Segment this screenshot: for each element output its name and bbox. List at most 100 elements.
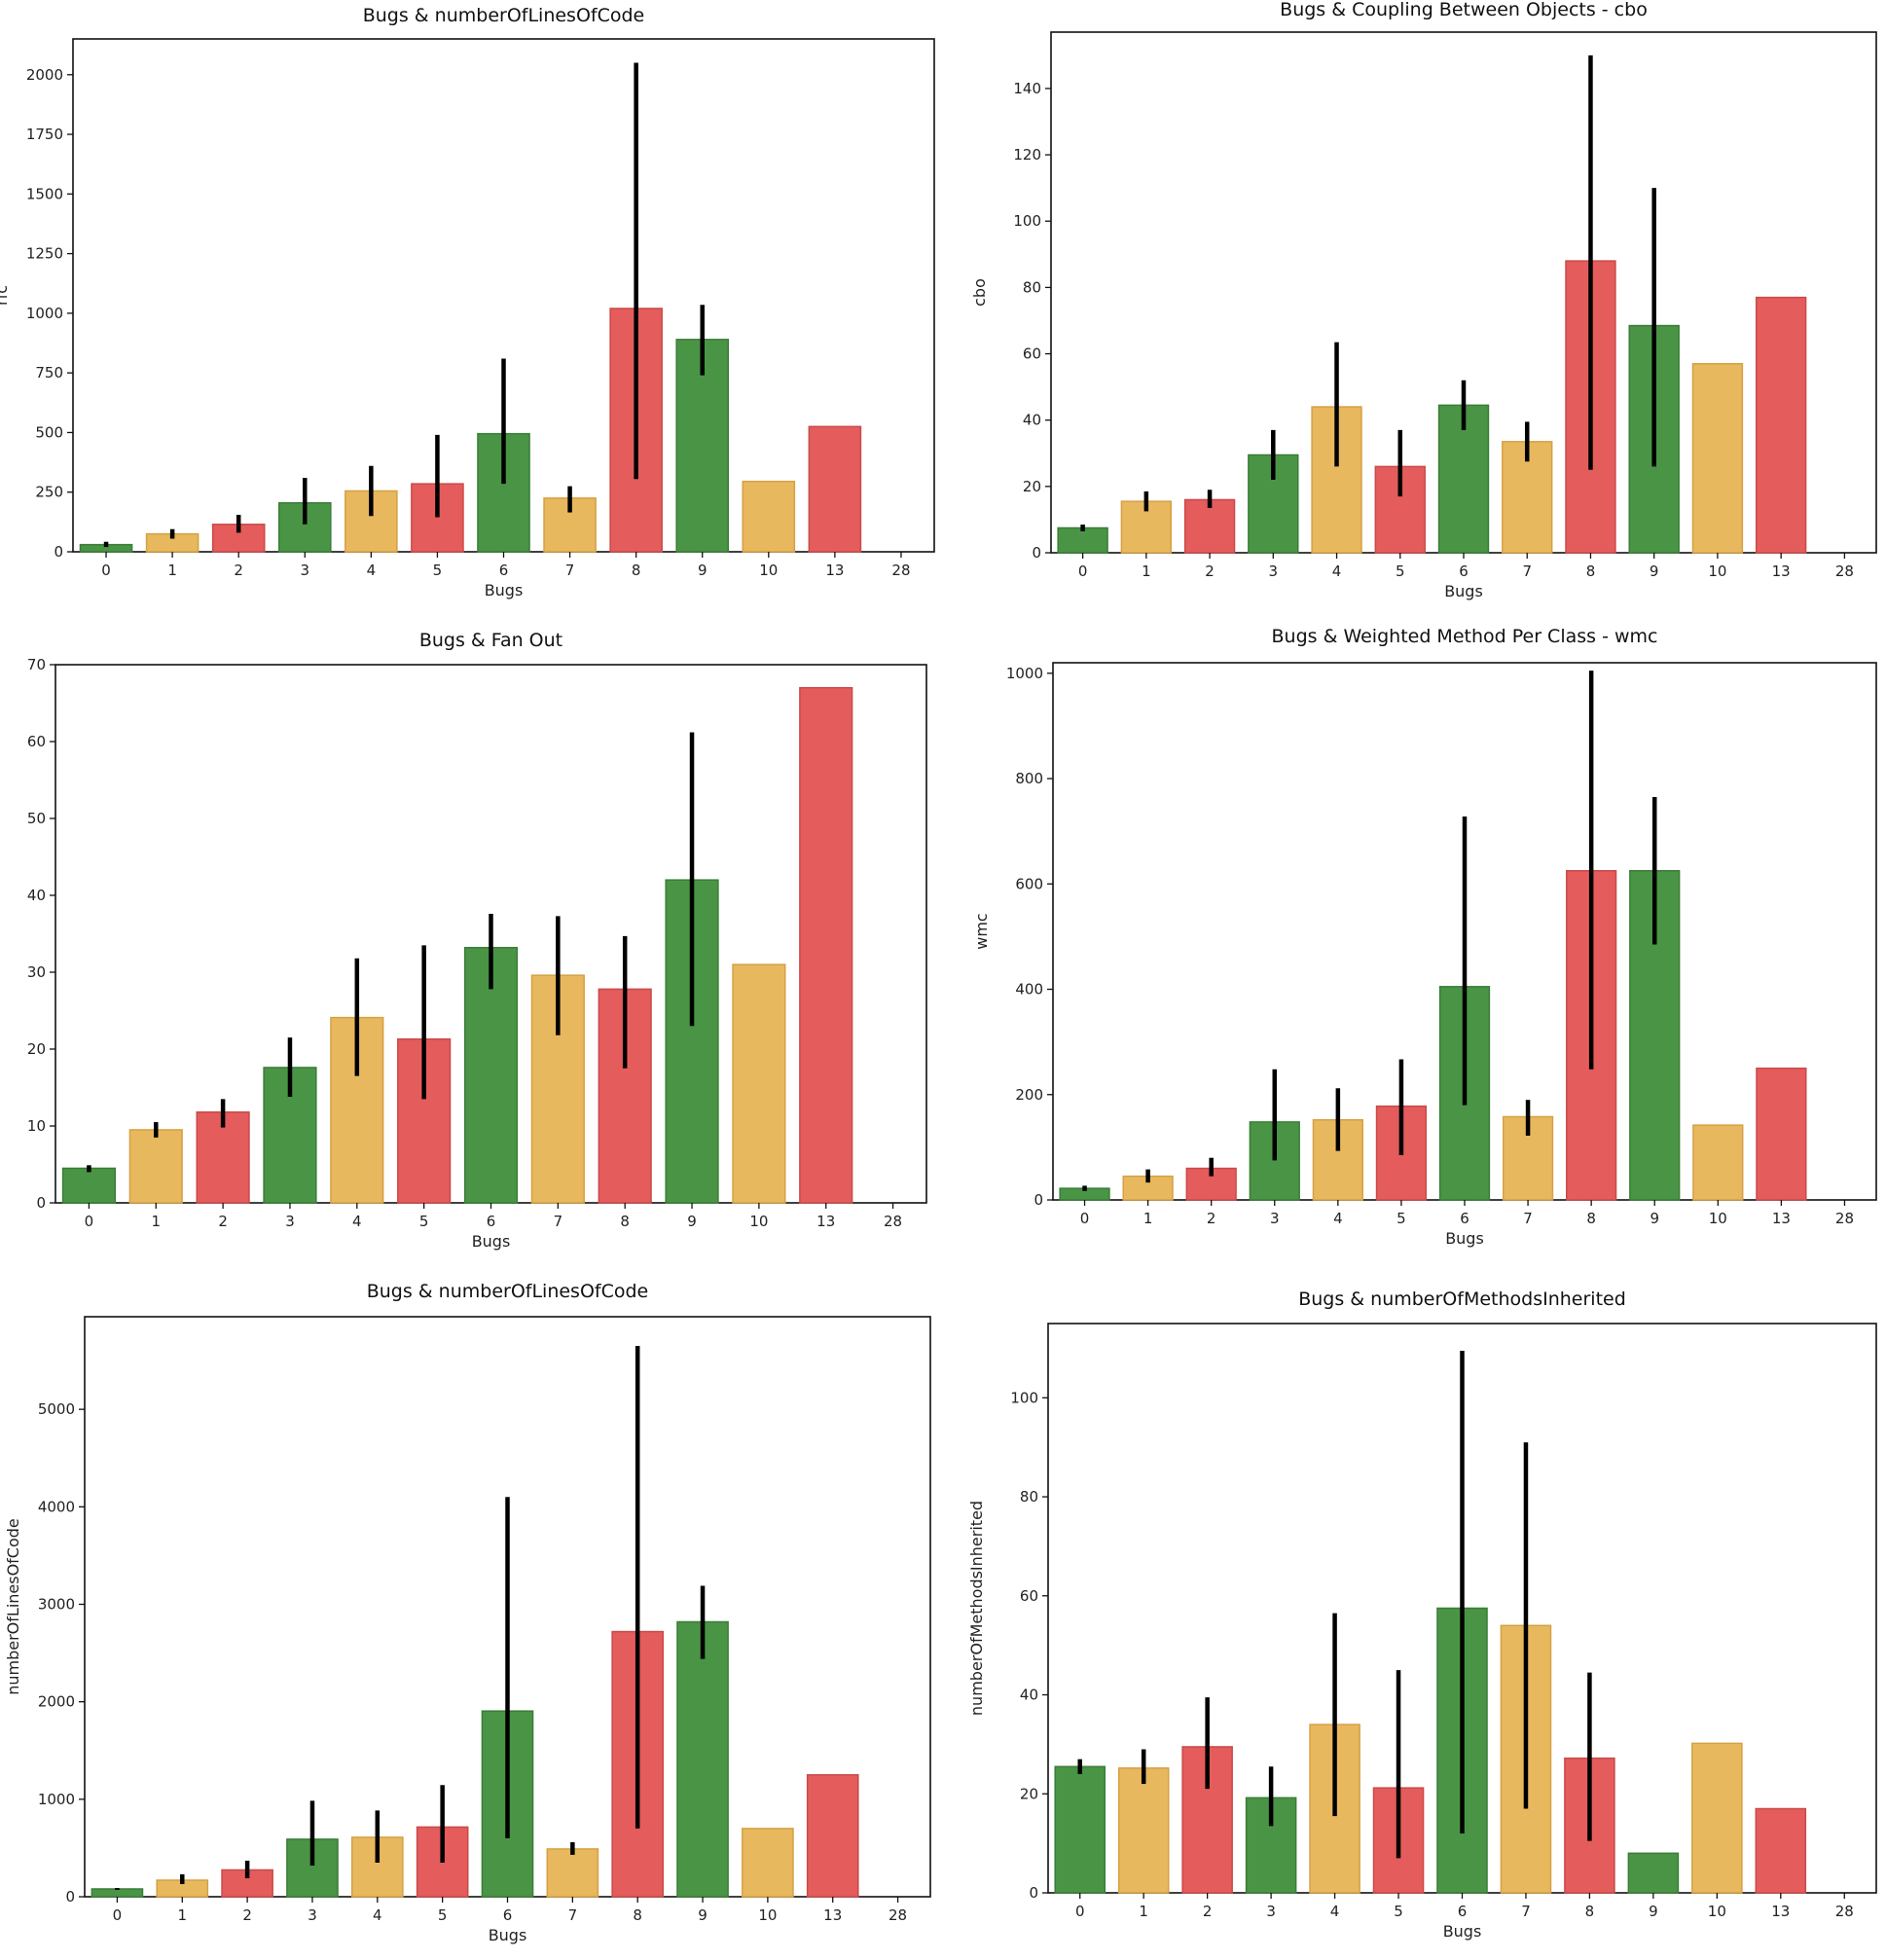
x-tick-label: 2: [234, 562, 243, 579]
x-tick-label: 1: [167, 562, 177, 579]
x-tick-label: 9: [1649, 1903, 1658, 1920]
x-tick-label: 1: [151, 1213, 161, 1230]
bar-0: [1054, 1765, 1106, 1894]
x-tick-label: 7: [565, 562, 575, 579]
bar-2: [1183, 498, 1236, 554]
bar-1: [1117, 1767, 1170, 1894]
x-tick-label: 7: [1522, 563, 1532, 580]
x-tick-label: 6: [487, 1213, 496, 1230]
bar-13: [1755, 296, 1807, 554]
x-tick-label: 0: [85, 1213, 94, 1230]
bar-10: [1692, 1124, 1744, 1201]
y-tick-label: 250: [35, 484, 63, 501]
bar-10: [1691, 363, 1744, 554]
chart-title: Bugs & Fan Out: [419, 630, 562, 651]
y-tick-label: 0: [54, 543, 63, 561]
x-tick-label: 28: [1835, 1210, 1854, 1227]
x-tick-label: 10: [1708, 1903, 1726, 1920]
bar-0: [91, 1888, 144, 1898]
x-tick-label: 7: [1523, 1210, 1533, 1227]
y-tick-label: 1000: [26, 305, 63, 322]
x-tick-label: 4: [1332, 563, 1342, 580]
x-tick-label: 0: [113, 1906, 123, 1924]
y-tick-label: 0: [1034, 1191, 1043, 1209]
bar-10: [742, 480, 796, 553]
y-axis-label: wmc: [972, 913, 991, 949]
x-tick-label: 13: [823, 1906, 842, 1924]
x-tick-label: 5: [1396, 1210, 1406, 1227]
x-tick-label: 3: [1270, 1210, 1280, 1227]
x-tick-label: 9: [698, 562, 707, 579]
chart-title: Bugs & Weighted Method Per Class - wmc: [1272, 626, 1658, 647]
y-tick-label: 100: [1013, 212, 1041, 230]
x-tick-label: 3: [285, 1213, 295, 1230]
x-tick-label: 7: [1521, 1903, 1531, 1920]
y-tick-label: 40: [1020, 1687, 1038, 1704]
y-tick-label: 0: [1032, 544, 1041, 562]
bar-9: [1627, 1852, 1680, 1894]
x-axis-label: Bugs: [1443, 1922, 1482, 1941]
x-tick-label: 7: [554, 1213, 563, 1230]
bar-13: [808, 425, 862, 553]
x-tick-label: 8: [620, 1213, 630, 1230]
x-tick-label: 8: [632, 562, 641, 579]
x-tick-label: 9: [687, 1213, 697, 1230]
x-tick-label: 6: [499, 562, 509, 579]
chart-title: Bugs & numberOfMethodsInherited: [1298, 1289, 1626, 1310]
x-tick-label: 1: [1143, 1210, 1153, 1227]
chart-loc: Bugs & numberOfLinesOfCode 0 1000 2000 3000 4…: [4, 1281, 931, 1944]
y-tick-label: 20: [27, 1040, 46, 1058]
y-tick-label: 0: [1029, 1884, 1038, 1902]
y-tick-label: 1250: [26, 245, 63, 263]
y-tick-label: 0: [36, 1194, 46, 1212]
x-axis-label: Bugs: [1444, 582, 1483, 600]
x-tick-label: 6: [1458, 1903, 1468, 1920]
x-tick-label: 6: [1459, 563, 1469, 580]
x-tick-label: 6: [1460, 1210, 1469, 1227]
x-tick-label: 3: [1269, 563, 1279, 580]
x-tick-label: 13: [1772, 563, 1791, 580]
x-tick-label: 0: [1075, 1903, 1085, 1920]
chart-title: Bugs & numberOfLinesOfCode: [363, 5, 645, 26]
x-tick-label: 1: [1139, 1903, 1148, 1920]
y-tick-label: 4000: [38, 1498, 75, 1515]
chart-rfc: Bugs & numberOfLinesOfCode02505007501000…: [0, 5, 935, 599]
x-tick-label: 1: [177, 1906, 187, 1924]
x-tick-label: 3: [308, 1906, 317, 1924]
x-tick-label: 0: [1078, 563, 1088, 580]
y-tick-label: 40: [27, 887, 46, 904]
y-axis-label: rfc: [0, 285, 11, 306]
x-axis-label: Bugs: [489, 1926, 527, 1944]
y-tick-label: 5000: [38, 1400, 75, 1418]
y-tick-label: 1000: [38, 1791, 75, 1808]
chart-wmc: Bugs & Weighted Method Per Class - wmc 0 2…: [972, 626, 1877, 1248]
x-tick-label: 28: [1835, 1903, 1854, 1920]
x-tick-label: 3: [300, 562, 309, 579]
y-axis-label: numberOfLinesOfCode: [4, 1518, 22, 1695]
x-tick-label: 5: [1396, 563, 1405, 580]
bar-10: [1691, 1742, 1743, 1894]
x-tick-label: 4: [1330, 1903, 1340, 1920]
x-tick-label: 13: [825, 562, 844, 579]
bar-10: [732, 963, 786, 1204]
x-tick-label: 0: [101, 562, 111, 579]
x-tick-label: 5: [419, 1213, 429, 1230]
x-tick-label: 10: [758, 1906, 777, 1924]
y-tick-label: 140: [1013, 80, 1041, 97]
y-axis-label: cbo: [970, 278, 989, 307]
x-tick-label: 28: [889, 1906, 907, 1924]
x-tick-label: 2: [242, 1906, 252, 1924]
y-tick-label: 200: [1015, 1086, 1043, 1104]
y-tick-label: 120: [1013, 146, 1041, 163]
x-tick-label: 1: [1142, 563, 1151, 580]
bar-9: [665, 879, 719, 1204]
chart-inherited: Bugs & numberOfMethodsInherited020406080…: [967, 1289, 1877, 1941]
bar-9: [676, 1620, 729, 1898]
x-tick-label: 4: [367, 562, 377, 579]
x-tick-label: 2: [1203, 1903, 1213, 1920]
chart-cbo: Bugs & Coupling Between Objects - cbo020…: [970, 0, 1877, 600]
y-tick-label: 80: [1020, 1488, 1038, 1506]
bar-13: [806, 1774, 859, 1898]
